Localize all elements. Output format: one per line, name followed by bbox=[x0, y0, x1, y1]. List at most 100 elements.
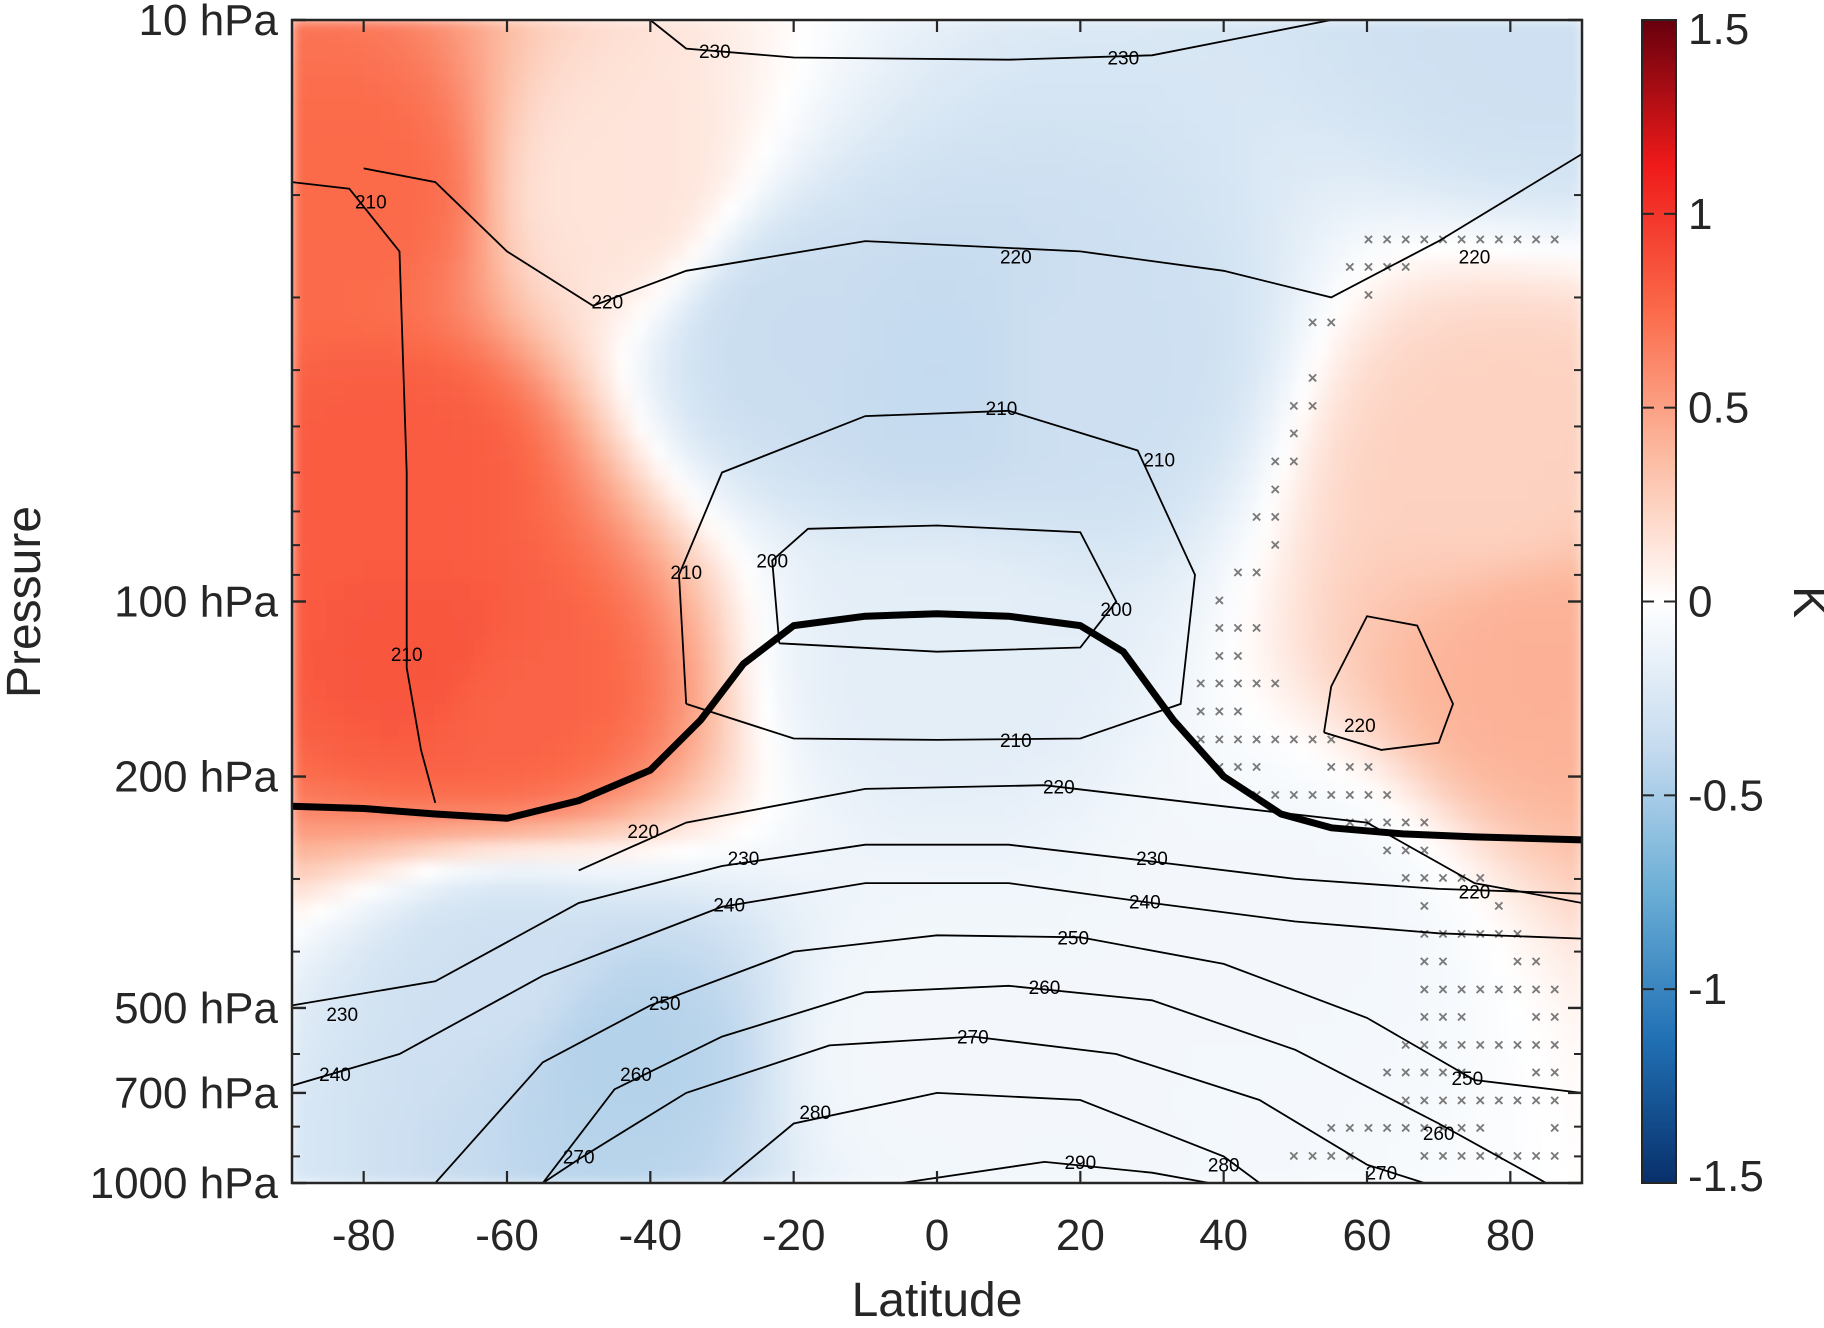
anomaly-cell bbox=[936, 901, 956, 924]
anomaly-cell bbox=[1455, 941, 1476, 964]
anomaly-cell bbox=[667, 660, 688, 683]
significance-marker: × bbox=[1401, 841, 1411, 860]
anomaly-cell bbox=[452, 640, 473, 663]
significance-marker: × bbox=[1494, 924, 1504, 943]
anomaly-cell bbox=[1366, 921, 1386, 944]
anomaly-cell bbox=[470, 259, 491, 282]
anomaly-cell bbox=[416, 1121, 437, 1144]
anomaly-cell bbox=[541, 440, 562, 463]
anomaly-cell bbox=[1133, 500, 1153, 523]
anomaly-cell bbox=[416, 20, 437, 42]
anomaly-cell bbox=[1061, 740, 1082, 763]
anomaly-cell bbox=[1025, 59, 1046, 82]
anomaly-cell bbox=[1204, 921, 1225, 944]
anomaly-cell bbox=[918, 780, 938, 804]
anomaly-cell bbox=[936, 680, 956, 703]
anomaly-cell bbox=[953, 379, 974, 402]
anomaly-cell bbox=[631, 119, 652, 142]
anomaly-cell bbox=[380, 961, 401, 984]
anomaly-cell bbox=[1366, 199, 1386, 222]
anomaly-cell bbox=[1437, 99, 1458, 122]
anomaly-cell bbox=[1222, 720, 1243, 743]
anomaly-cell bbox=[900, 1021, 921, 1044]
anomaly-cell bbox=[1043, 901, 1064, 924]
anomaly-cell bbox=[685, 620, 706, 643]
anomaly-cell bbox=[523, 20, 544, 42]
anomaly-cell bbox=[1097, 179, 1118, 202]
anomaly-cell bbox=[810, 520, 831, 543]
anomaly-cell bbox=[595, 620, 616, 643]
anomaly-cell bbox=[953, 139, 974, 162]
anomaly-cell bbox=[1401, 1021, 1422, 1044]
anomaly-cell bbox=[362, 1141, 383, 1164]
anomaly-cell bbox=[452, 460, 473, 483]
anomaly-cell bbox=[1168, 1081, 1189, 1104]
anomaly-cell bbox=[1258, 941, 1279, 964]
anomaly-cell bbox=[900, 480, 921, 503]
anomaly-cell bbox=[953, 500, 974, 523]
anomaly-cell bbox=[326, 1041, 347, 1064]
anomaly-cell bbox=[1509, 801, 1530, 824]
anomaly-cell bbox=[721, 700, 741, 723]
anomaly-cell bbox=[577, 1061, 598, 1084]
x-tick-label: -60 bbox=[475, 1211, 539, 1260]
anomaly-cell bbox=[1097, 520, 1118, 543]
anomaly-cell bbox=[326, 560, 347, 583]
contour-line-220 bbox=[1323, 615, 1454, 751]
anomaly-cell bbox=[362, 760, 383, 783]
anomaly-cell bbox=[989, 620, 1010, 643]
anomaly-cell bbox=[434, 600, 455, 623]
anomaly-cell bbox=[1168, 359, 1189, 382]
anomaly-cell bbox=[1222, 580, 1243, 603]
anomaly-cell bbox=[864, 961, 885, 984]
anomaly-cell bbox=[953, 921, 974, 944]
significance-marker: × bbox=[1475, 869, 1485, 888]
anomaly-cell bbox=[1419, 279, 1440, 302]
anomaly-cell bbox=[1527, 39, 1548, 62]
significance-marker: × bbox=[1289, 396, 1299, 415]
anomaly-cell bbox=[756, 139, 777, 162]
anomaly-cell bbox=[1133, 460, 1153, 483]
anomaly-cell bbox=[452, 600, 473, 623]
anomaly-cell bbox=[846, 720, 867, 743]
anomaly-cell bbox=[1043, 179, 1064, 202]
anomaly-cell bbox=[1401, 440, 1422, 463]
anomaly-cell bbox=[685, 560, 706, 583]
anomaly-cell bbox=[918, 801, 938, 824]
anomaly-cell bbox=[882, 821, 903, 844]
anomaly-cell bbox=[506, 981, 526, 1004]
anomaly-cell bbox=[416, 660, 437, 683]
anomaly-cell bbox=[918, 580, 938, 603]
anomaly-cell bbox=[559, 460, 580, 483]
anomaly-cell bbox=[685, 1001, 706, 1024]
anomaly-cell bbox=[613, 700, 634, 723]
anomaly-cell bbox=[1240, 379, 1261, 402]
anomaly-cell bbox=[452, 359, 473, 382]
anomaly-cell bbox=[1455, 1141, 1476, 1164]
anomaly-cell bbox=[1473, 480, 1494, 503]
anomaly-cell bbox=[559, 620, 580, 643]
anomaly-cell bbox=[649, 59, 670, 82]
anomaly-cell bbox=[1079, 600, 1100, 623]
anomaly-cell bbox=[1455, 841, 1476, 864]
anomaly-cell bbox=[577, 560, 598, 583]
anomaly-cell bbox=[1115, 219, 1136, 242]
anomaly-cell bbox=[1563, 1061, 1582, 1084]
anomaly-cell bbox=[506, 540, 526, 563]
anomaly-cell bbox=[953, 460, 974, 483]
anomaly-cell bbox=[398, 179, 419, 202]
anomaly-cell bbox=[1186, 921, 1207, 944]
anomaly-cell bbox=[631, 39, 652, 62]
anomaly-cell bbox=[953, 540, 974, 563]
anomaly-cell bbox=[1007, 780, 1028, 804]
anomaly-cell bbox=[308, 39, 329, 62]
anomaly-cell bbox=[1007, 99, 1028, 122]
anomaly-cell bbox=[506, 480, 526, 503]
anomaly-cell bbox=[900, 700, 921, 723]
anomaly-cell bbox=[1061, 460, 1082, 483]
anomaly-cell bbox=[398, 359, 419, 382]
anomaly-cell bbox=[1097, 59, 1118, 82]
anomaly-cell bbox=[971, 319, 992, 342]
anomaly-cell bbox=[882, 79, 903, 102]
anomaly-cell bbox=[846, 881, 867, 904]
